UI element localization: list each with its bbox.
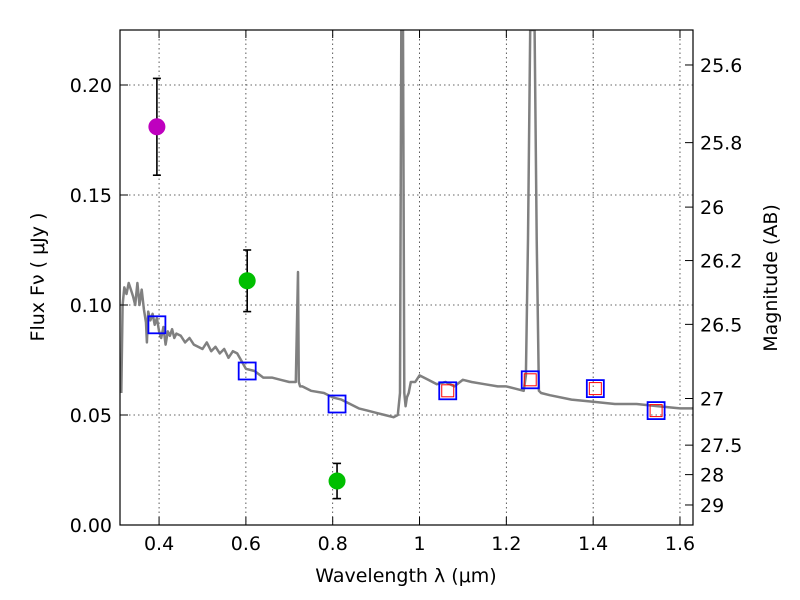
photometry-point — [328, 472, 346, 490]
x-tick-label: 1.6 — [665, 533, 695, 555]
y-axis-right-label: Magnitude (AB) — [760, 204, 782, 352]
right-tick-label: 26 — [700, 197, 724, 219]
x-tick-label: 0.6 — [231, 533, 261, 555]
x-tick-label: 0.8 — [318, 533, 348, 555]
y-tick-label: 0.10 — [70, 295, 112, 317]
ir-square-marker — [441, 384, 455, 398]
ir-square-marker — [523, 373, 537, 387]
plot-frame — [119, 29, 694, 526]
right-tick-label: 28 — [700, 465, 724, 487]
right-tick-label: 26.2 — [700, 251, 742, 273]
right-tick-label: 25.8 — [700, 133, 742, 155]
grid — [120, 30, 693, 526]
ir-square-marker — [649, 404, 663, 418]
right-tick-label: 29 — [700, 495, 724, 517]
model-square-marker — [646, 401, 666, 421]
x-tick-label: 1.4 — [578, 533, 608, 555]
model-square-marker — [237, 361, 257, 381]
right-tick-label: 27 — [700, 389, 724, 411]
x-axis-label: Wavelength λ (μm) — [315, 565, 496, 587]
ticks-layer: 0.4 0.6 0.8 1 1.2 1.4 1.6 0.00 0.05 0.10 0.15 0.20 2… — [70, 30, 742, 555]
model-square-marker — [438, 381, 458, 401]
y-tick-label: 0.15 — [70, 185, 112, 207]
series-layer — [120, 30, 693, 500]
model-square-marker — [520, 370, 540, 390]
ir-square-marker — [588, 382, 602, 396]
right-tick-label: 25.6 — [700, 55, 742, 77]
right-tick-label: 26.5 — [700, 314, 742, 336]
right-tick-label: 27.5 — [700, 435, 742, 457]
model-square-marker — [585, 379, 605, 399]
model-square-marker — [147, 315, 167, 335]
x-tick-label: 1.2 — [491, 533, 521, 555]
x-tick-label: 1 — [413, 533, 425, 555]
x-tick-label: 0.4 — [144, 533, 174, 555]
y-tick-label: 0.00 — [70, 515, 112, 537]
y-tick-label: 0.20 — [70, 75, 112, 97]
photometry-point — [148, 118, 166, 136]
photometry-point — [238, 272, 256, 290]
y-tick-label: 0.05 — [70, 405, 112, 427]
model-square-marker — [327, 394, 347, 414]
y-axis-label: Flux Fν ( μJy ) — [27, 213, 49, 342]
sed-model-line — [120, 30, 693, 419]
